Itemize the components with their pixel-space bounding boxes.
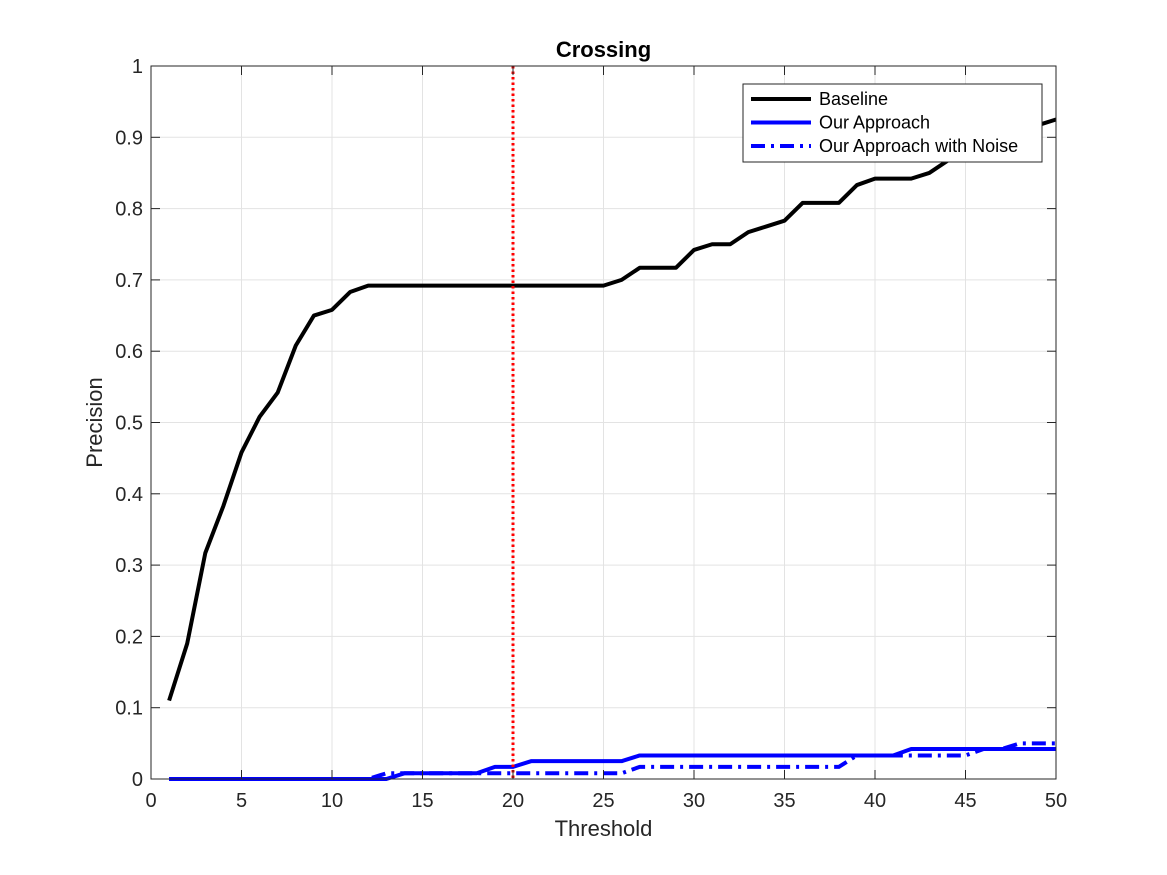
x-tick-label: 35 (773, 790, 795, 812)
grid (151, 66, 1056, 779)
x-tick-label: 20 (502, 790, 524, 812)
y-tick-label: 0.8 (115, 199, 143, 221)
legend-label-1: Baseline (819, 89, 888, 109)
y-axis-title: Precision (82, 377, 107, 467)
x-tick-label: 50 (1045, 790, 1067, 812)
y-tick-label: 0 (132, 769, 143, 791)
y-tick-label: 0.7 (115, 270, 143, 292)
x-tick-label: 25 (592, 790, 614, 812)
y-tick-label: 0.9 (115, 127, 143, 149)
y-tick-label: 0.6 (115, 341, 143, 363)
y-tick-label: 0.2 (115, 626, 143, 648)
legend: Baseline Our Approach Our Approach with No… (742, 83, 1043, 163)
x-tick-label: 0 (145, 790, 156, 812)
x-tick-label: 5 (236, 790, 247, 812)
x-tick-label: 40 (864, 790, 886, 812)
ticks: 0 5 10 15 20 25 30 35 40 45 50 0 0.1 0.2 0.3 0.4 0.5 0.6 0… (115, 56, 1067, 812)
chart-title: Crossing (556, 37, 651, 62)
y-tick-label: 0.4 (115, 484, 143, 506)
y-tick-label: 0.5 (115, 413, 143, 435)
y-tick-label: 0.3 (115, 555, 143, 577)
y-tick-label: 0.1 (115, 698, 143, 720)
x-tick-label: 45 (954, 790, 976, 812)
x-tick-label: 10 (321, 790, 343, 812)
y-tick-label: 1 (132, 56, 143, 78)
x-axis-title: Threshold (555, 816, 653, 841)
series-line-1 (167, 117, 1057, 702)
x-tick-label: 15 (411, 790, 433, 812)
legend-label-2: Our Approach (819, 113, 930, 133)
legend-label-3: Our Approach with Noise (819, 136, 1018, 156)
x-tick-label: 30 (683, 790, 705, 812)
